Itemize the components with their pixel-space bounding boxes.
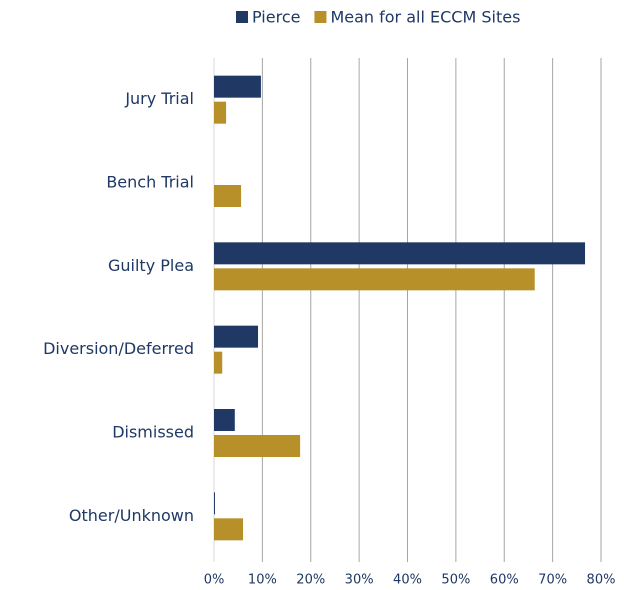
x-tick-label: 20% — [296, 573, 325, 588]
bar — [214, 409, 235, 431]
bar — [214, 325, 259, 348]
bar — [214, 75, 261, 98]
bar — [214, 268, 535, 291]
bar — [214, 185, 242, 207]
y-tick-label: Guilty Plea — [108, 256, 194, 275]
x-tick-label: 30% — [345, 573, 374, 588]
bar — [214, 351, 223, 374]
x-tick-label: 70% — [538, 573, 567, 588]
x-tick-label: 80% — [587, 573, 616, 588]
legend-swatch — [314, 11, 327, 23]
y-tick-label: Dismissed — [112, 423, 194, 442]
x-tick-label: 50% — [441, 573, 470, 588]
legend-swatch — [236, 11, 248, 23]
y-tick-label: Diversion/Deferred — [43, 339, 194, 358]
legend-label: Mean for all ECCM Sites — [330, 8, 520, 27]
bar — [214, 101, 227, 124]
bar — [214, 518, 244, 541]
y-tick-label: Jury Trial — [124, 89, 194, 108]
x-tick-label: 10% — [248, 573, 277, 588]
bar — [214, 492, 215, 515]
x-tick-label: 0% — [204, 573, 225, 588]
bar — [214, 435, 301, 457]
x-tick-label: 40% — [393, 573, 422, 588]
legend-label: Pierce — [252, 8, 300, 27]
x-tick-label: 60% — [490, 573, 519, 588]
bar — [214, 242, 586, 265]
y-tick-label: Other/Unknown — [69, 506, 194, 525]
y-tick-label: Bench Trial — [106, 173, 194, 192]
